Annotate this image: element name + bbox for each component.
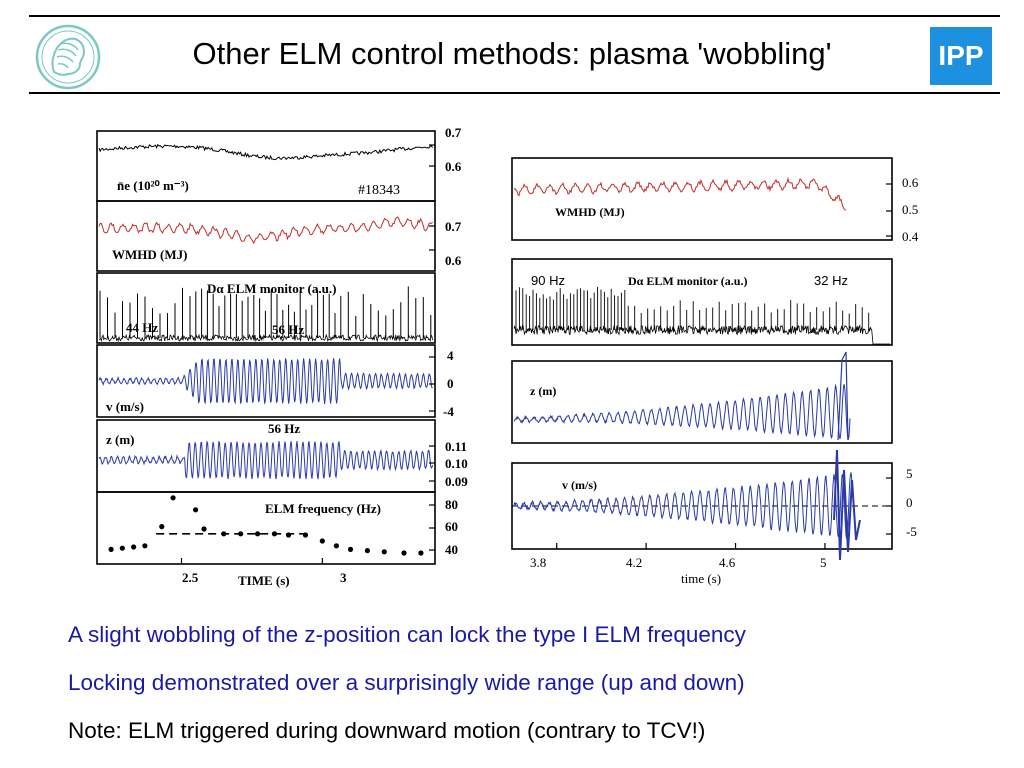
tick-label: 3 <box>340 570 347 585</box>
velocity-trace <box>513 472 853 539</box>
frequency-point <box>347 546 354 553</box>
annotation: 90 Hz <box>531 273 565 288</box>
tick-label: 80 <box>445 497 458 512</box>
panel-label: ELM frequency (Hz) <box>265 501 381 516</box>
x-axis-label: TIME (s) <box>238 573 290 588</box>
annotation: 44 Hz <box>126 320 158 335</box>
wmhd-trace <box>98 216 433 245</box>
x-axis-label: time (s) <box>681 571 721 586</box>
bullet-1: A slight wobbling of the z-position can … <box>68 622 746 647</box>
panel-label: WMHD (MJ) <box>112 247 187 262</box>
figure: 0.7 0.6 0.7 0.6 4 0 -4 0.11 0.10 0.09 80… <box>96 125 919 588</box>
frequency-point <box>201 526 207 532</box>
z-position-trace <box>513 383 851 441</box>
ipp-logo-icon: IPP <box>930 27 992 85</box>
tick-label: 0.09 <box>445 474 468 489</box>
right-panel-labels: WMHD (MJ) Dα ELM monitor (a.u.) 90 Hz 32… <box>530 205 848 492</box>
right-chart <box>511 157 893 561</box>
tick-label: 5 <box>820 555 827 570</box>
tick-label: 0.7 <box>445 125 462 140</box>
frequency-point <box>381 549 387 555</box>
header-rule <box>29 92 1000 94</box>
left-panel-labels: n̄e (10²⁰ m⁻³) #18343 WMHD (MJ) Dα ELM m… <box>106 178 400 516</box>
bullet-3: Note: ELM triggered during downward moti… <box>68 718 706 743</box>
tick-label: -5 <box>906 524 917 539</box>
right-tick-labels: 0.6 0.5 0.4 5 0 -5 3.8 4.2 4.6 5 time (s… <box>530 175 919 586</box>
tick-label: 4.6 <box>719 555 736 570</box>
tick-label: 4 <box>447 348 454 363</box>
frequency-point <box>131 544 137 550</box>
tick-label: 0.5 <box>902 202 918 217</box>
panel-label: v (m/s) <box>106 399 144 414</box>
svg-text:IPP: IPP <box>938 40 983 71</box>
panel-label: Dα ELM monitor (a.u.) <box>207 281 336 296</box>
frequency-point <box>142 543 148 549</box>
tick-label: 0 <box>447 376 454 391</box>
panel-label: z (m) <box>530 384 556 398</box>
tick-label: 40 <box>445 542 458 557</box>
tick-label: 0.6 <box>445 253 462 268</box>
tick-label: 0.4 <box>902 229 919 244</box>
tick-label: 4.2 <box>626 555 642 570</box>
annotation: #18343 <box>358 183 400 198</box>
tick-label: 0.7 <box>445 219 462 234</box>
panel-label: WMHD (MJ) <box>555 205 625 219</box>
frequency-point <box>333 543 340 549</box>
annotation: 32 Hz <box>814 273 848 288</box>
panel-label: z (m) <box>106 432 135 447</box>
frequency-point <box>170 495 176 501</box>
frequency-point <box>364 548 370 554</box>
tick-label: 2.5 <box>182 570 199 585</box>
annotation: 56 Hz <box>272 322 304 337</box>
tick-label: 3.8 <box>530 555 546 570</box>
left-chart <box>96 130 436 565</box>
right-panel-1 <box>511 157 893 241</box>
right-panel-2 <box>511 258 893 346</box>
frequency-point <box>159 524 165 530</box>
right-panel-3 <box>511 360 893 444</box>
v-final-excursion <box>833 449 861 561</box>
frequency-point <box>254 531 261 537</box>
wmhd-trace <box>513 176 847 211</box>
frequency-point <box>401 550 407 556</box>
minerva-head-icon <box>35 24 101 90</box>
left-panel-4 <box>96 344 436 418</box>
tick-label: -4 <box>443 404 454 419</box>
tick-label: 0.6 <box>445 159 462 174</box>
z-final-excursion <box>837 351 849 441</box>
panel-label: n̄e (10²⁰ m⁻³) <box>117 178 189 193</box>
tick-label: 5 <box>906 466 913 481</box>
tick-label: 0.6 <box>902 175 919 190</box>
frequency-point <box>119 545 125 551</box>
bullet-2: Locking demonstrated over a surprisingly… <box>68 670 745 695</box>
frequency-point <box>319 538 325 544</box>
page-title: Other ELM control methods: plasma 'wobbl… <box>192 36 832 71</box>
frequency-point <box>192 507 199 513</box>
tick-label: 0.11 <box>445 439 467 454</box>
left-tick-labels: 0.7 0.6 0.7 0.6 4 0 -4 0.11 0.10 0.09 80… <box>182 125 468 588</box>
tick-label: 0.10 <box>445 456 468 471</box>
annotation: 56 Hz <box>268 421 300 436</box>
z-position-trace <box>98 440 434 480</box>
panel-label: Dα ELM monitor (a.u.) <box>628 274 747 288</box>
left-panel-2 <box>96 200 436 272</box>
panel-label: v (m/s) <box>562 478 597 492</box>
frequency-point <box>108 546 114 553</box>
velocity-trace <box>98 358 433 405</box>
frequency-point <box>418 550 424 556</box>
tick-label: 0 <box>906 495 913 510</box>
tick-label: 60 <box>445 519 458 534</box>
top-rule <box>29 15 1000 17</box>
density-trace <box>98 143 433 161</box>
left-panel-3 <box>96 272 436 344</box>
